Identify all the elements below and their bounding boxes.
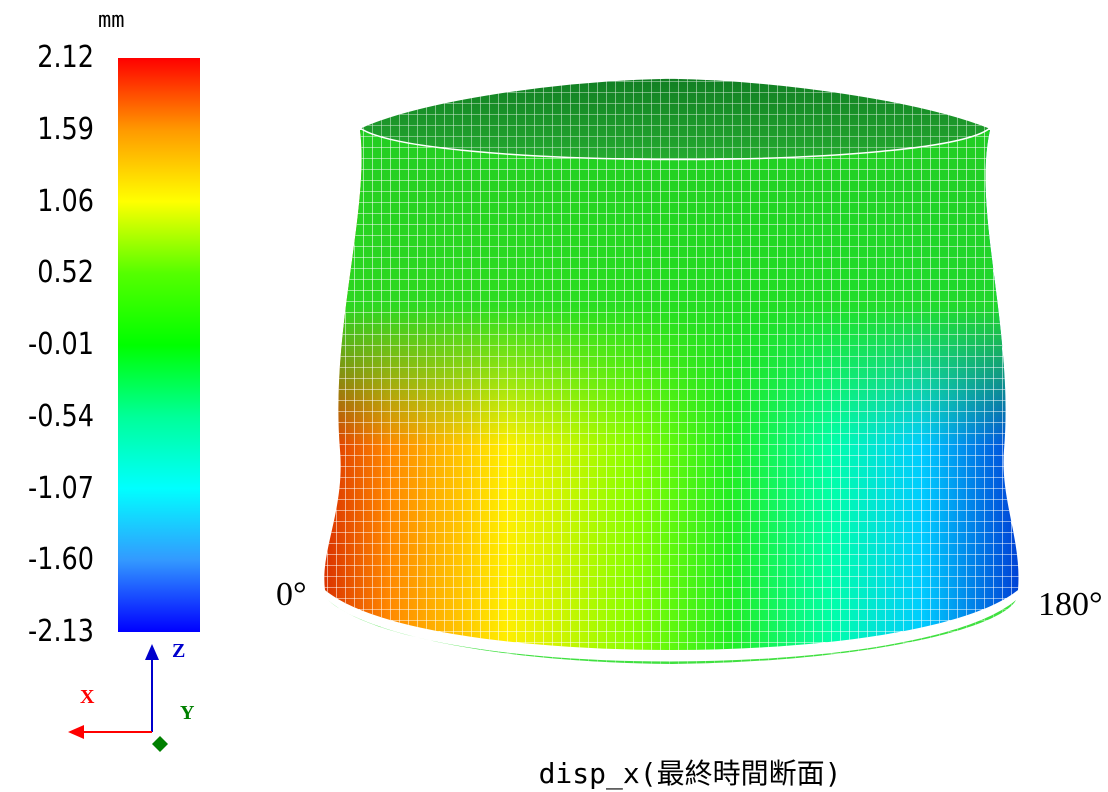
z-arrow-icon xyxy=(145,644,159,660)
right-angle-label: 180° xyxy=(1038,586,1103,623)
figure-caption: disp_x(最終時間断面) xyxy=(538,757,842,790)
scale-tick-label: 1.06 xyxy=(37,183,94,219)
scale-tick-label: 1.59 xyxy=(37,111,94,147)
unit-label: mm xyxy=(98,8,125,33)
scale-tick-label: 2.12 xyxy=(37,40,94,75)
x-arrow-icon xyxy=(68,725,84,739)
color-scale-bar xyxy=(118,58,200,632)
z-axis-label: Z xyxy=(172,640,186,662)
scale-tick-label: 0.52 xyxy=(37,255,94,291)
scale-tick-label: -1.07 xyxy=(28,470,94,506)
y-diamond-icon xyxy=(152,736,168,752)
cylinder-mesh xyxy=(324,77,1019,664)
axis-triad-graphic xyxy=(68,644,168,752)
scale-tick-label: -1.60 xyxy=(28,542,94,578)
x-axis-label: X xyxy=(80,686,95,708)
scale-tick-label: -2.13 xyxy=(28,614,94,649)
left-angle-label: 0° xyxy=(276,576,307,613)
contour-model-view xyxy=(300,70,1040,670)
axis-triad: Z X Y xyxy=(60,640,200,760)
y-axis-label: Y xyxy=(180,702,195,724)
scale-tick-label: -0.54 xyxy=(28,398,94,434)
scale-tick-label: -0.01 xyxy=(28,327,94,362)
